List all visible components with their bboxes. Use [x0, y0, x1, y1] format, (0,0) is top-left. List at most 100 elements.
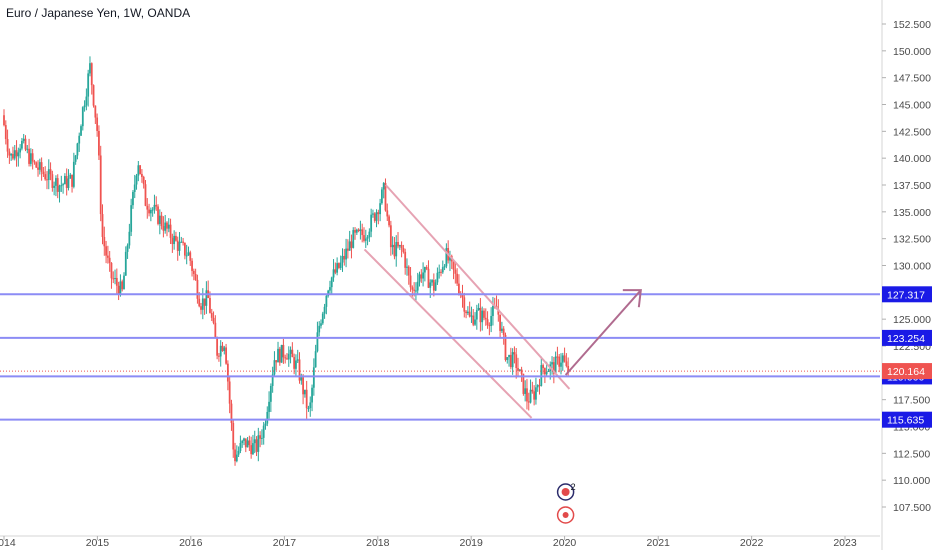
candle-body	[377, 212, 380, 215]
candle-body	[266, 411, 269, 424]
candle-body	[563, 355, 566, 362]
candle-body	[336, 263, 339, 273]
candle-body	[35, 162, 38, 168]
candle-body	[175, 235, 177, 241]
y-tick-label: 140.000	[893, 153, 931, 165]
candle-body	[10, 153, 13, 156]
y-tick-label: 135.000	[893, 207, 931, 219]
candle-body	[350, 241, 353, 248]
candle-body	[121, 281, 124, 290]
candle-body	[252, 443, 254, 455]
y-tick-label: 152.500	[893, 19, 931, 31]
candle-body	[312, 367, 315, 388]
candle-body	[157, 206, 159, 224]
candle-body	[436, 272, 439, 283]
candle-body	[355, 229, 358, 233]
candle-body	[291, 349, 294, 358]
candle-body	[413, 289, 416, 291]
candle-body	[445, 248, 448, 267]
x-tick-label: 2017	[273, 537, 297, 549]
candle-body	[517, 368, 519, 371]
projection-arrow-head	[622, 289, 642, 308]
candle-body	[87, 73, 90, 97]
candle-body	[8, 151, 11, 156]
candle-body	[325, 295, 328, 307]
candle-body	[472, 315, 475, 325]
candle-body	[397, 242, 399, 247]
candle-body	[277, 348, 279, 363]
candle-body	[409, 275, 412, 288]
x-tick-label: 2015	[86, 537, 110, 549]
candle-body	[13, 150, 16, 159]
candle-body	[261, 437, 263, 439]
candle-body	[37, 167, 39, 170]
earnings-event-icon[interactable]	[556, 506, 575, 524]
candle-body	[47, 169, 50, 180]
channel-upper-line[interactable]	[384, 184, 571, 390]
candle-body	[132, 191, 134, 206]
candle-body	[352, 230, 355, 248]
x-tick-label: 2022	[740, 537, 764, 549]
projection-arrow-line[interactable]	[564, 289, 642, 376]
candle-body	[3, 115, 5, 126]
candle-body	[108, 257, 111, 263]
y-tick-label: 147.500	[893, 73, 931, 85]
price-axis[interactable]	[882, 0, 932, 550]
candle-body	[379, 203, 382, 215]
candle-body	[490, 315, 493, 326]
candle-body	[341, 255, 344, 263]
candle-body	[103, 236, 106, 247]
candle-body	[441, 267, 444, 273]
candle-body	[85, 96, 88, 106]
candle-body	[173, 235, 176, 245]
candle-body	[268, 401, 270, 412]
candle-body	[320, 323, 322, 326]
candle-body	[164, 222, 167, 231]
y-tick-label: 125.000	[893, 314, 931, 326]
level-price-label-bg	[882, 411, 932, 428]
candle-body	[492, 306, 494, 316]
candle-body	[171, 237, 174, 245]
candle-body	[545, 371, 548, 375]
news-event-icon[interactable]: 2	[556, 482, 576, 501]
candle-body	[561, 355, 564, 363]
candle-body	[169, 224, 172, 238]
candle-body	[327, 290, 330, 296]
news-icon-dot	[561, 488, 570, 496]
x-tick-label: 2018	[366, 537, 390, 549]
candle-body	[425, 267, 428, 269]
candle-body	[348, 241, 351, 251]
candle-body	[76, 143, 79, 156]
x-tick-label: 2019	[460, 537, 484, 549]
candle-body	[329, 287, 331, 291]
chart-title: Euro / Japanese Yen, 1W, OANDA	[6, 6, 191, 20]
candle-body	[58, 185, 61, 192]
channel-lower-line[interactable]	[363, 248, 533, 419]
candle-body	[28, 148, 30, 164]
candle-body	[345, 248, 347, 260]
x-tick-label: 2014	[0, 537, 16, 549]
candle-body	[223, 347, 226, 351]
candle-body	[513, 352, 516, 355]
candle-body	[200, 306, 202, 310]
candle-body	[427, 268, 430, 288]
candle-body	[434, 282, 437, 291]
candle-body	[323, 306, 326, 314]
candle-body	[90, 63, 93, 86]
candle-body	[458, 283, 460, 294]
candle-body	[226, 363, 229, 382]
candle-body	[176, 240, 179, 251]
candle-body	[282, 344, 285, 358]
candle-body	[400, 245, 403, 249]
x-tick-label: 2023	[833, 537, 857, 549]
candle-body	[38, 162, 41, 170]
candle-body	[361, 229, 364, 236]
candle-body	[201, 298, 204, 310]
candle-body	[214, 322, 217, 338]
plot-area[interactable]	[0, 0, 880, 536]
candle-body	[65, 176, 68, 188]
candle-body	[407, 266, 410, 276]
candle-body	[289, 349, 292, 354]
